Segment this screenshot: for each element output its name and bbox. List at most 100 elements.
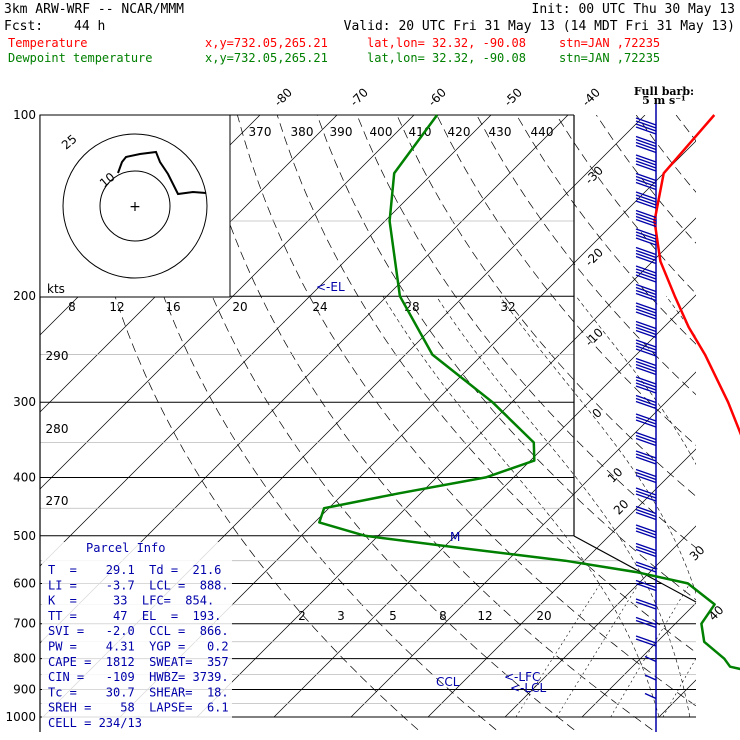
- dry-adiabat-line: [476, 115, 696, 396]
- isotherm-label: 30: [687, 543, 708, 564]
- wind-barb: [635, 635, 657, 647]
- wind-barb: [635, 320, 657, 339]
- theta-label: 380: [291, 125, 314, 139]
- pressure-label: 1000: [5, 710, 36, 724]
- mixing-ratio-line: [556, 583, 640, 718]
- parcel-info-rows: T = 29.1 Td = 21.6LI = -3.7 LCL = 888. K …: [48, 563, 229, 730]
- wind-barb: [644, 674, 657, 681]
- forecast-hour: 44 h: [74, 19, 105, 34]
- speed-label: 24: [312, 300, 327, 314]
- hodograph-ring-inner: [99, 170, 171, 242]
- parcel-info-row: T = 29.1 Td = 21.6: [48, 563, 221, 577]
- isotherm-line: [273, 294, 696, 718]
- wind-barb: [635, 524, 657, 539]
- hodograph-trace: [117, 150, 207, 196]
- dry-adiabat-line: [396, 115, 696, 497]
- dry-adiabat-line: [117, 115, 497, 731]
- wind-barb: [635, 117, 657, 135]
- isotherm-line: [427, 448, 696, 718]
- wind-barb: [635, 487, 657, 502]
- sounding-profiles: [318, 114, 740, 671]
- mixing-ratio-line: [515, 583, 601, 718]
- parcel-info-row: TT = 47 EL = 193.: [48, 609, 221, 623]
- wind-barb: [635, 154, 657, 172]
- dry-adiabat-line: [276, 115, 696, 653]
- speed-label: 20: [232, 300, 247, 314]
- init-time: Init: 00 UTC Thu 30 May 13: [532, 2, 736, 17]
- wind-barb: [635, 542, 657, 558]
- series-legend: Temperature x,y=732.05,265.21 lat,lon= 3…: [8, 36, 660, 65]
- wind-barb: [635, 302, 657, 320]
- isotherm-line: [736, 115, 740, 717]
- isotherm-line: [504, 525, 696, 718]
- parcel-info-row: LI = -3.7 LCL = 888.: [48, 578, 229, 592]
- mixing-ratio-label: 20: [536, 609, 551, 623]
- isotherm-line: [196, 217, 696, 718]
- speed-label: 12: [109, 300, 124, 314]
- isotherm-label: -80: [271, 85, 295, 109]
- speed-label: 16: [165, 300, 180, 314]
- isotherm-label: 20: [611, 497, 632, 518]
- theta-labels: 370 380 390 400 410 420 430 440 290 280 …: [46, 125, 554, 508]
- pressure-label: 200: [13, 289, 36, 303]
- wind-barb: [635, 431, 657, 447]
- theta-label: 430: [489, 125, 512, 139]
- moist-adiabat-line: [665, 296, 696, 338]
- pressure-axis-labels: 100 200 300 400 500 600 700 800 900 1000: [5, 108, 36, 724]
- pressure-label: 400: [13, 470, 36, 484]
- lfc-marker: <-LFC: [504, 670, 540, 684]
- wind-barb: [635, 135, 657, 154]
- ccl-marker: CCL: [436, 675, 460, 689]
- legend-temperature-name: Temperature: [8, 36, 87, 50]
- legend-temperature-station: stn=JAN ,72235: [559, 36, 660, 50]
- wind-barb: [635, 505, 657, 521]
- pressure-label: 600: [13, 576, 36, 590]
- model-title: 3km ARW-WRF -- NCAR/MMM: [4, 2, 184, 17]
- theta-side-label: 290: [46, 349, 69, 363]
- mixing-ratio-line: [610, 583, 691, 718]
- pressure-label: 100: [13, 108, 36, 122]
- wind-barb: [635, 191, 657, 209]
- mixing-ratio-label: 5: [389, 609, 397, 623]
- isotherm-line: [40, 115, 415, 490]
- dry-adiabat-line: [516, 115, 696, 345]
- hodograph-box: [39, 114, 231, 298]
- wind-barb: [635, 228, 657, 246]
- parcel-info-title: Parcel Info: [86, 541, 165, 555]
- forecast-label: Fcst:: [4, 19, 43, 34]
- theta-side-label: 270: [46, 494, 69, 508]
- wind-barb: [635, 172, 657, 191]
- wind-barb: [635, 450, 657, 465]
- pressure-label: 800: [13, 652, 36, 666]
- isotherm-label: -50: [501, 85, 525, 109]
- isotherm-label: -70: [347, 85, 371, 109]
- wind-barb: [635, 246, 657, 265]
- el-marker: <-EL: [316, 280, 345, 294]
- wind-barb: [635, 283, 657, 302]
- dry-adiabat-line: [197, 115, 653, 731]
- parcel-info-row: SVI = -2.0 CCL = 866.: [48, 624, 229, 638]
- speed-labels: 8 12 16 20 24 28 32: [68, 300, 515, 314]
- isotherm-line: [40, 115, 338, 413]
- parcel-info-row: CAPE = 1812 SWEAT= 357: [48, 655, 229, 669]
- parcel-info-row: K = 33 LFC= 854.: [48, 594, 214, 608]
- background-lines: [40, 115, 740, 731]
- wind-barb: [635, 209, 657, 228]
- theta-side-label: 280: [46, 422, 69, 436]
- wind-barb: [644, 655, 657, 663]
- speed-label: 32: [500, 300, 515, 314]
- moist-adiabat-line: [499, 296, 696, 595]
- dry-adiabat-line: [77, 115, 419, 731]
- parcel-info-row: Tc = 30.7 SHEAR= 18.: [48, 685, 229, 699]
- wind-barb: [635, 394, 657, 410]
- parcel-info-row: CELL = 234/13: [48, 716, 142, 730]
- legend-dewpoint-xy: x,y=732.05,265.21: [205, 51, 328, 65]
- moist-adiabat-line: [436, 296, 691, 718]
- theta-label: 440: [531, 125, 554, 139]
- wind-barb: [635, 376, 657, 394]
- hodograph: + 25 10 kts: [39, 114, 231, 298]
- wind-barb: [635, 598, 657, 610]
- wind-barb: [635, 339, 657, 357]
- barb-legend-title: Full barb:: [634, 85, 694, 98]
